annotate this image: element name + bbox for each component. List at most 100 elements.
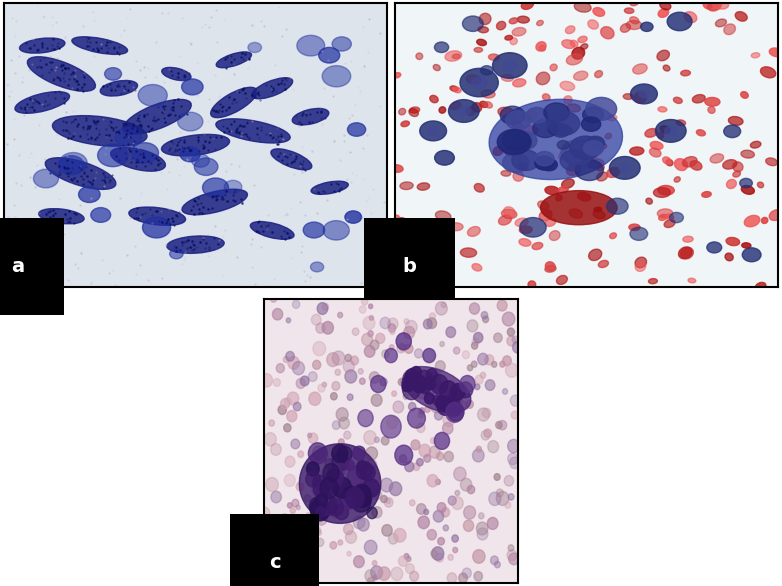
Circle shape	[394, 529, 406, 542]
Circle shape	[353, 516, 364, 529]
Circle shape	[445, 400, 461, 417]
Circle shape	[480, 372, 486, 379]
Ellipse shape	[466, 75, 481, 84]
Circle shape	[490, 556, 498, 565]
Ellipse shape	[449, 223, 463, 231]
Ellipse shape	[658, 107, 667, 112]
Ellipse shape	[566, 54, 583, 65]
Circle shape	[478, 408, 490, 421]
Circle shape	[547, 111, 579, 135]
Circle shape	[271, 295, 277, 302]
Circle shape	[290, 508, 296, 513]
Circle shape	[506, 111, 531, 130]
Circle shape	[298, 451, 303, 458]
Circle shape	[411, 375, 427, 393]
Ellipse shape	[405, 261, 418, 273]
Ellipse shape	[663, 65, 670, 71]
Circle shape	[353, 485, 371, 505]
Circle shape	[264, 432, 276, 446]
Circle shape	[224, 180, 242, 193]
Circle shape	[332, 351, 345, 365]
Circle shape	[357, 485, 368, 499]
Circle shape	[472, 338, 479, 346]
Circle shape	[405, 461, 414, 472]
Ellipse shape	[662, 157, 671, 164]
Circle shape	[417, 386, 429, 399]
Circle shape	[292, 499, 299, 507]
Circle shape	[354, 488, 371, 507]
Circle shape	[425, 393, 434, 404]
Circle shape	[288, 356, 300, 369]
Circle shape	[520, 217, 546, 237]
Circle shape	[380, 478, 393, 492]
Circle shape	[306, 471, 320, 487]
Circle shape	[484, 429, 492, 438]
Ellipse shape	[633, 64, 647, 74]
Circle shape	[447, 403, 464, 421]
Circle shape	[332, 421, 340, 430]
Circle shape	[432, 395, 442, 406]
Circle shape	[560, 150, 589, 171]
Ellipse shape	[512, 28, 526, 36]
Ellipse shape	[15, 91, 70, 113]
Circle shape	[316, 506, 325, 517]
Circle shape	[417, 423, 425, 432]
Ellipse shape	[393, 73, 401, 78]
Circle shape	[317, 538, 324, 547]
Circle shape	[142, 217, 170, 238]
Ellipse shape	[607, 168, 619, 178]
Circle shape	[508, 440, 520, 453]
Ellipse shape	[741, 150, 755, 158]
Circle shape	[343, 524, 353, 534]
Circle shape	[284, 424, 291, 432]
Circle shape	[405, 344, 413, 353]
Circle shape	[414, 349, 423, 358]
Circle shape	[428, 127, 439, 135]
Circle shape	[274, 379, 281, 386]
Ellipse shape	[741, 91, 748, 98]
Circle shape	[297, 35, 325, 56]
Circle shape	[366, 459, 377, 471]
Circle shape	[425, 406, 430, 413]
Ellipse shape	[210, 87, 257, 118]
Circle shape	[432, 547, 444, 560]
Circle shape	[447, 393, 460, 407]
Circle shape	[325, 459, 334, 469]
Ellipse shape	[445, 51, 461, 61]
Circle shape	[475, 375, 483, 384]
Ellipse shape	[561, 128, 572, 135]
Circle shape	[328, 499, 343, 516]
Circle shape	[742, 248, 761, 262]
Circle shape	[310, 510, 322, 524]
Circle shape	[387, 417, 397, 429]
Text: b: b	[403, 257, 416, 276]
Circle shape	[438, 537, 444, 545]
Circle shape	[364, 345, 375, 357]
Ellipse shape	[430, 96, 438, 103]
Circle shape	[436, 383, 443, 391]
Ellipse shape	[716, 19, 726, 27]
Ellipse shape	[396, 284, 404, 289]
Ellipse shape	[654, 188, 670, 197]
Circle shape	[274, 527, 285, 538]
Ellipse shape	[564, 96, 572, 104]
Ellipse shape	[766, 158, 777, 166]
Ellipse shape	[620, 23, 630, 32]
Circle shape	[315, 494, 328, 507]
Circle shape	[314, 527, 321, 534]
Ellipse shape	[250, 222, 294, 239]
Circle shape	[138, 84, 167, 106]
Circle shape	[298, 523, 307, 533]
Circle shape	[446, 327, 456, 338]
Circle shape	[317, 302, 328, 315]
Circle shape	[458, 400, 467, 410]
Circle shape	[436, 361, 445, 372]
Circle shape	[353, 556, 364, 568]
Circle shape	[91, 207, 111, 222]
Ellipse shape	[474, 183, 484, 192]
Circle shape	[418, 412, 424, 418]
Circle shape	[434, 432, 450, 449]
Ellipse shape	[577, 192, 590, 201]
Circle shape	[333, 513, 338, 518]
Circle shape	[398, 556, 407, 566]
